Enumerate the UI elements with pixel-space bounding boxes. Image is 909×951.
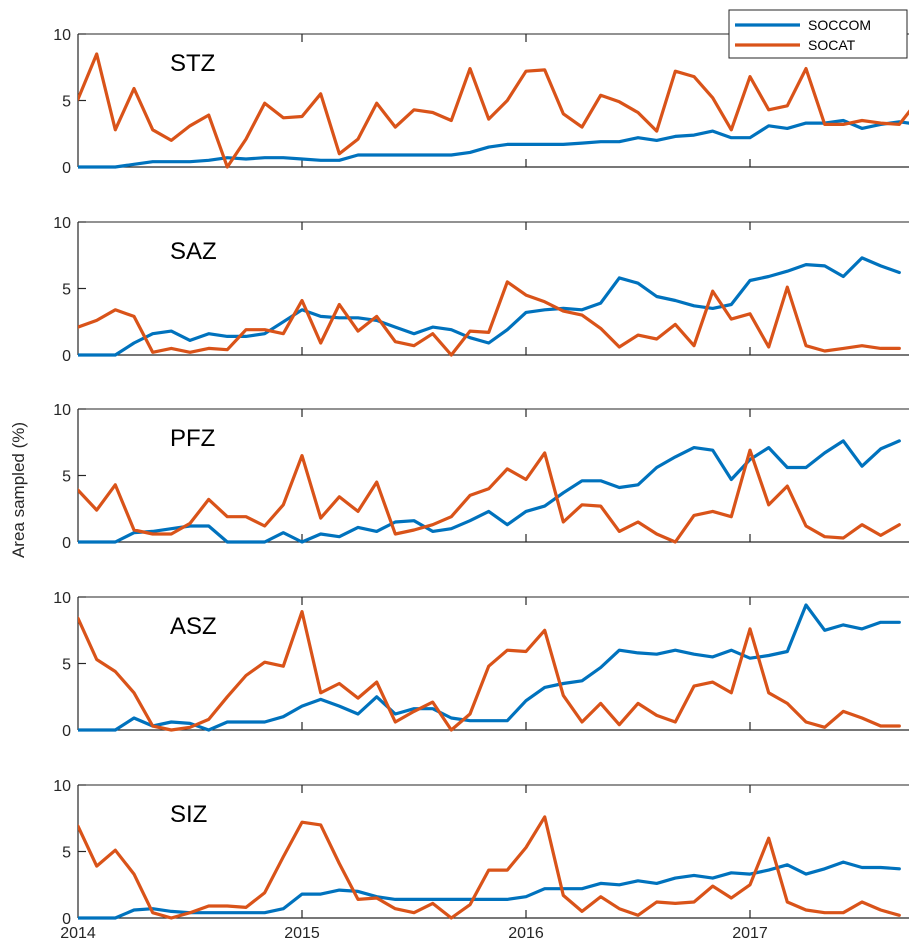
y-tick-label: 5 <box>62 657 71 674</box>
series-line-socat-saz <box>78 280 901 357</box>
series-line-socat-stz <box>78 52 909 169</box>
y-tick-label: 5 <box>62 469 71 486</box>
panel-asz: 0 5 10 ASZ <box>53 590 909 740</box>
y-tick-label: 0 <box>62 160 71 177</box>
y-tick-label: 10 <box>53 590 71 607</box>
x-axis: 2014 2015 2016 2017 <box>60 925 768 942</box>
y-tick-label: 5 <box>62 282 71 299</box>
series-line-soccom-saz <box>78 256 901 357</box>
legend-entry-soccom: SOCCOM <box>808 17 871 33</box>
legend-entry-socat: SOCAT <box>808 37 856 53</box>
panel-label: SAZ <box>170 238 217 265</box>
series-line-soccom-pfz <box>78 439 901 544</box>
y-tick-label: 5 <box>62 94 71 111</box>
panel-pfz: 0 5 10 PFZ <box>53 402 909 552</box>
legend-box <box>728 9 908 59</box>
x-tick-label: 2015 <box>284 925 320 942</box>
panel-label: ASZ <box>170 613 217 640</box>
y-tick-label: 10 <box>53 402 71 419</box>
x-tick-label: 2014 <box>60 925 96 942</box>
y-tick-label: 0 <box>62 348 71 365</box>
y-tick-label: 10 <box>53 778 71 795</box>
panel-label: STZ <box>170 50 215 77</box>
y-tick-label: 0 <box>62 723 71 740</box>
panel-saz: 0 5 10 SAZ <box>53 215 909 365</box>
y-tick-label: 5 <box>62 845 71 862</box>
series-line-soccom-siz <box>78 860 901 920</box>
y-tick-label: 10 <box>53 215 71 232</box>
panel-label: PFZ <box>170 425 215 452</box>
legend: SOCCOM SOCAT <box>728 9 908 59</box>
series-line-socat-siz <box>78 815 901 920</box>
series-line-socat-asz <box>78 609 901 732</box>
x-tick-label: 2017 <box>732 925 768 942</box>
chart-panels: 0 5 10 STZ 0 5 10 SAZ 0 5 10 PFZ 0 5 10 ASZ 0 5 10 SIZ <box>53 27 909 928</box>
panel-stz: 0 5 10 STZ <box>53 27 909 177</box>
y-tick-label: 10 <box>53 27 71 44</box>
y-axis-label: Area sampled (%) <box>9 422 28 558</box>
y-tick-label: 0 <box>62 535 71 552</box>
panel-siz: 0 5 10 SIZ <box>53 778 909 928</box>
series-line-soccom-asz <box>78 603 901 732</box>
y-tick-label: 0 <box>62 911 71 928</box>
series-line-socat-pfz <box>78 448 901 544</box>
series-line-soccom-stz <box>78 118 909 169</box>
panel-label: SIZ <box>170 801 207 828</box>
x-tick-label: 2016 <box>508 925 544 942</box>
